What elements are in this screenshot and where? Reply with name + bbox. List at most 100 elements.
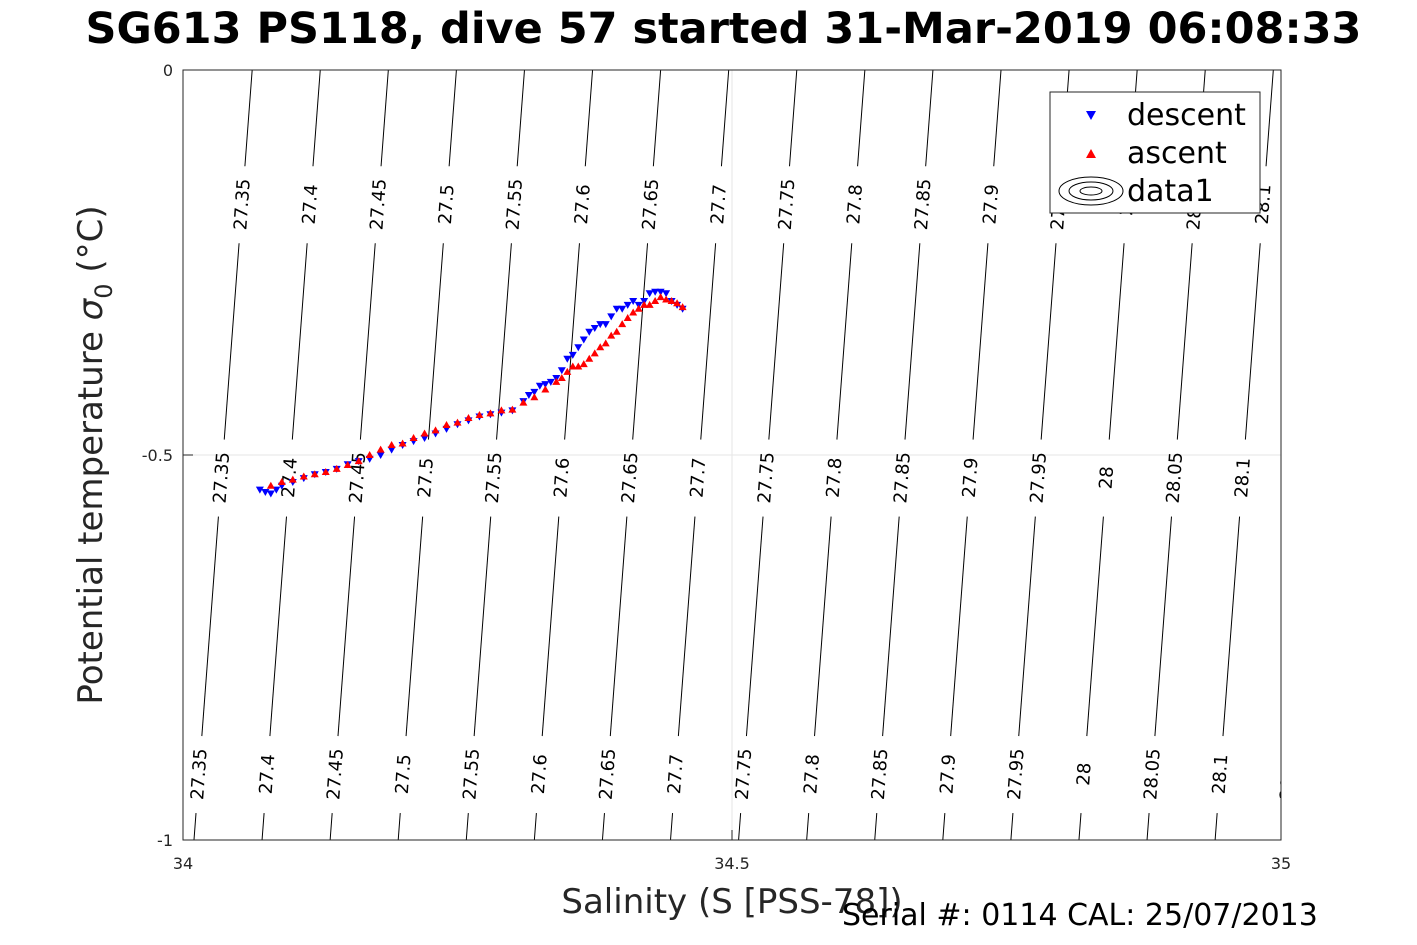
ascent-point [667, 297, 676, 304]
legend-descent-marker [1086, 111, 1096, 120]
isopycnal-label: 27.4 [256, 753, 280, 794]
ascent-point [579, 360, 588, 368]
descent-point [596, 321, 605, 329]
isopycnal-27-85: 27.85 27.85 27.85 [868, 70, 936, 840]
ascent-point [365, 451, 374, 458]
isopycnal-label: 27.9 [959, 457, 983, 498]
isopycnal-segment [768, 243, 785, 440]
isopycnal-segment [874, 813, 878, 840]
ascent-point [607, 331, 616, 339]
isopycnal-segment [601, 813, 605, 840]
serial-calibration: Serial #: 0114 CAL: 25/07/2013 [842, 898, 1318, 933]
isopycnal-segment [564, 243, 580, 440]
isopycnal-label: 27.35 [210, 451, 235, 504]
descent-point [612, 305, 621, 313]
descent-point [387, 446, 396, 454]
descent-point [546, 378, 555, 386]
legend-data1-contour-icon [1058, 176, 1124, 206]
isopycnal-segment [993, 70, 1002, 167]
isopycnal-label: 27.7 [664, 753, 688, 794]
isopycnal-label: 27.8 [823, 457, 847, 498]
isopycnal-segment [632, 243, 649, 440]
isopycnal-segment [882, 516, 900, 737]
descent-point [568, 351, 577, 359]
isopycnal-label: 27.55 [503, 178, 528, 231]
ascent-point [409, 434, 418, 442]
descent-point [590, 324, 599, 332]
isopycnal-27-55: 27.55 27.55 27.55 [459, 70, 527, 840]
y-tick-label: -0.5 [142, 446, 173, 465]
isopycnal-label: 27.75 [732, 748, 757, 801]
ascent-point [530, 393, 539, 401]
isopycnal-label: 27.5 [392, 753, 416, 794]
data-series [255, 288, 687, 498]
isopycnal-label: 28.1 [1209, 753, 1233, 794]
series-ascent [266, 293, 687, 489]
isopycnal-27-7: 27.7 27.7 27.7 [664, 70, 731, 840]
isopycnal-label: 27.75 [775, 178, 800, 231]
isopycnal-segment [1214, 813, 1218, 840]
y-tick-label: 0 [163, 61, 173, 80]
isopycnal-segment [1291, 517, 1308, 736]
ascent-point [568, 362, 577, 370]
isopycnal-segment [359, 243, 376, 440]
ascent-point [673, 299, 682, 307]
isopycnal-label: 27.55 [482, 451, 507, 504]
isopycnal-segment [670, 813, 674, 840]
isopycnal-segment [1018, 516, 1036, 737]
ascent-point [497, 406, 506, 414]
isopycnal-segment [584, 70, 594, 167]
isopycnal-segment [950, 516, 968, 737]
ascent-point [645, 300, 654, 308]
isopycnal-label: 28.1 [1231, 457, 1255, 498]
ascent-point [288, 475, 297, 483]
ascent-point [310, 470, 319, 478]
ascent-point [277, 477, 286, 485]
isopycnal-label: 28.15 [1276, 748, 1301, 801]
ascent-point [623, 313, 632, 321]
isopycnal-label: 27.45 [366, 178, 391, 231]
isopycnal-segment [1108, 243, 1125, 440]
isopycnal-segment [261, 813, 265, 840]
ascent-point [398, 439, 407, 447]
isopycnal-segment [904, 243, 921, 440]
isopycnal-segment [720, 70, 730, 167]
ascent-point [453, 418, 462, 426]
isopycnal-segment [427, 243, 444, 440]
isopycnal-segment [1313, 243, 1328, 439]
y-axis-label-sigma: σ [71, 297, 111, 320]
isopycnal-segment [516, 70, 525, 167]
isopycnal-segment [312, 70, 321, 167]
ascent-point [618, 320, 627, 328]
isopycnal-segment [942, 813, 946, 840]
isopycnal-label: 28.05 [1140, 748, 1165, 801]
isopycnal-label: 27.9 [936, 753, 960, 794]
ascent-point [634, 304, 643, 312]
isopycnal-segment [193, 813, 197, 840]
ascent-point [629, 308, 638, 316]
ascent-point [486, 409, 495, 417]
isopycnal-label: 28 [1073, 762, 1096, 786]
isopycnal-segment [1334, 70, 1341, 166]
y-tick-label: -1 [157, 831, 173, 850]
isopycnal-segment [652, 70, 662, 167]
descent-point [601, 321, 610, 329]
descent-point [574, 344, 583, 352]
ascent-point [557, 374, 566, 381]
isopycnal-segment [814, 516, 832, 737]
descent-point [541, 381, 550, 389]
isopycnal-segment [789, 70, 798, 167]
descent-point [645, 290, 654, 298]
isopycnal-label: 27.9 [979, 184, 1003, 225]
descent-point [530, 388, 539, 396]
isopycnal-27-4: 27.4 27.4 27.4 [256, 70, 322, 840]
legend-box [1049, 91, 1261, 214]
isopycnal-label: 28.15 [1319, 178, 1344, 231]
isopycnal-segment [857, 70, 866, 167]
descent-point [651, 288, 660, 296]
isopycnal-segment [1078, 813, 1082, 840]
descent-point [535, 382, 544, 390]
descent-point [623, 301, 632, 309]
